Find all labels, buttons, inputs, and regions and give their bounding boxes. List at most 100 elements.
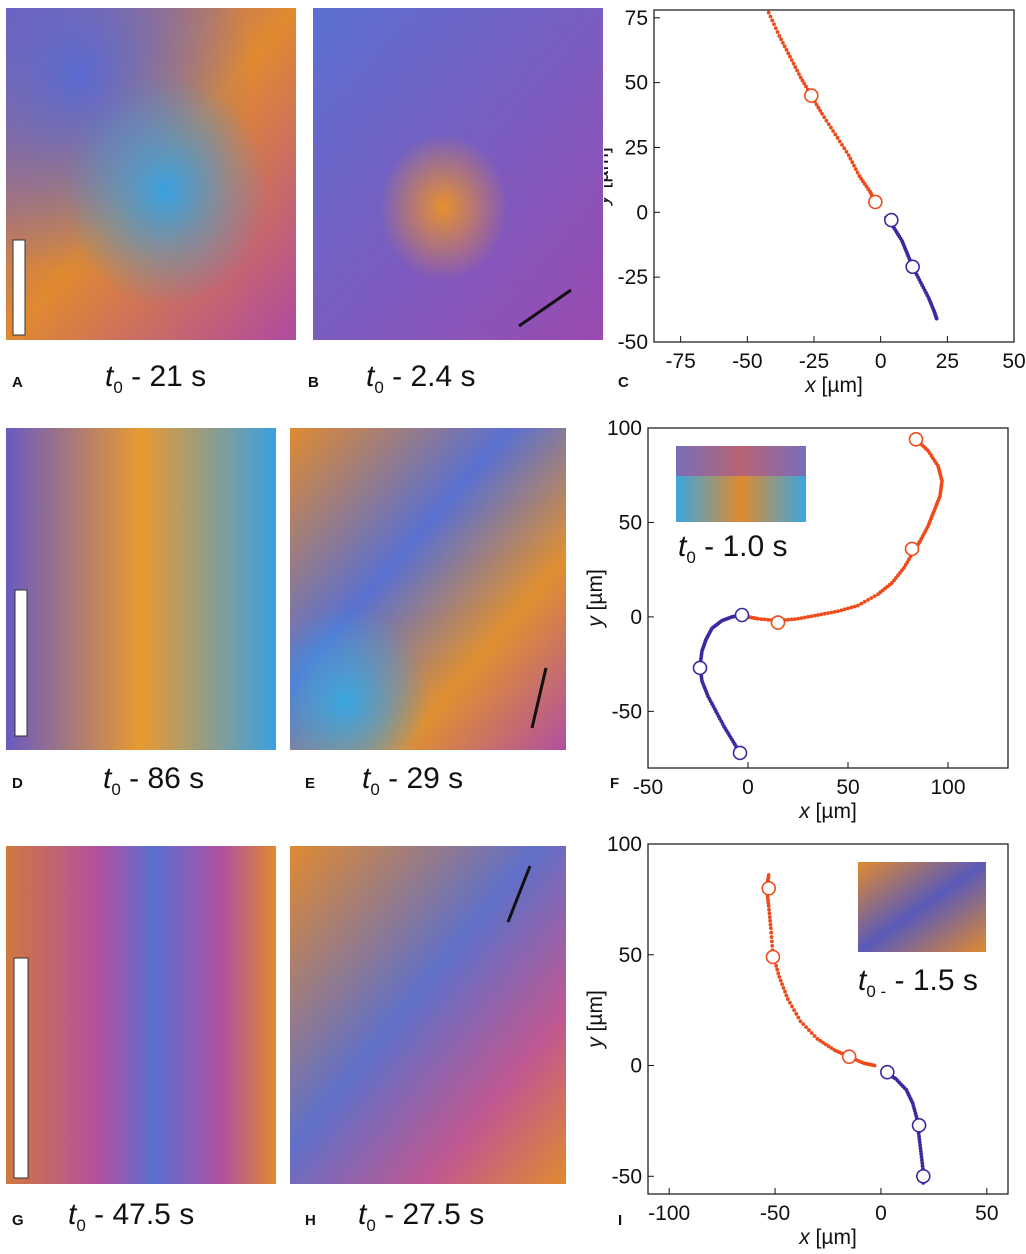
x-axis-label: x [µm] bbox=[804, 374, 863, 397]
trajectory-point-blue bbox=[918, 1149, 923, 1154]
trajectory-point-red bbox=[822, 115, 827, 120]
trajectory-point-red bbox=[829, 610, 834, 615]
inset-time-label-f: t0 - 1.0 s bbox=[678, 530, 788, 567]
trajectory-point-red bbox=[818, 1038, 823, 1043]
x-tick-label: 50 bbox=[975, 1202, 998, 1225]
trajectory-point-red bbox=[796, 616, 800, 621]
y-tick-label: 100 bbox=[607, 833, 642, 856]
trajectory-point-red bbox=[837, 139, 842, 144]
panel-letter-d: D bbox=[12, 775, 23, 792]
trajectory-point-red bbox=[835, 136, 840, 140]
trajectory-plot-f: -50 0 50 100 -50 0 50 100 x [µm] y [µm] bbox=[584, 417, 1009, 823]
snapshot-marker-red bbox=[761, 881, 777, 896]
y-tick-label: -50 bbox=[618, 331, 648, 354]
trajectory-point-red bbox=[832, 609, 837, 614]
trajectory-point-red bbox=[768, 918, 773, 923]
snapshot-marker-red bbox=[841, 1049, 857, 1064]
trajectory-point-red bbox=[767, 907, 771, 912]
trajectory-point-red bbox=[829, 1046, 834, 1051]
trajectory-point-red bbox=[789, 58, 794, 63]
trajectory-point-red bbox=[777, 975, 782, 979]
trajectory-point-red bbox=[850, 160, 855, 165]
time-label-d: t0 - 86 s bbox=[103, 762, 205, 799]
trajectory-point-red bbox=[872, 1063, 877, 1068]
trajectory-point-red bbox=[866, 597, 870, 602]
plot-frame bbox=[653, 9, 1015, 343]
snapshot-marker-red bbox=[765, 949, 781, 965]
trajectory-point-red bbox=[842, 607, 847, 612]
x-tick-label: -50 bbox=[633, 776, 663, 799]
x-tick-label: -25 bbox=[799, 350, 829, 373]
trajectory-point-red bbox=[812, 613, 817, 618]
plot-frame bbox=[647, 427, 1009, 769]
trajectory-point-red bbox=[787, 1000, 792, 1005]
trajectory-point-red bbox=[790, 1004, 794, 1009]
x-axis-label: x [µm] bbox=[798, 1226, 857, 1249]
y-tick-label: 0 bbox=[630, 1055, 642, 1078]
trajectory-point-red bbox=[848, 156, 853, 161]
trajectory-point-red bbox=[823, 1042, 828, 1047]
panel-letter-h: H bbox=[305, 1212, 316, 1229]
trajectory-point-red bbox=[776, 971, 781, 976]
trajectory-point-blue bbox=[934, 316, 939, 321]
trajectory-point-red bbox=[876, 592, 880, 597]
trajectory-point-red bbox=[824, 118, 829, 123]
y-tick-label: 50 bbox=[625, 72, 648, 95]
trajectory-point-red bbox=[762, 617, 767, 622]
trajectory-point-blue bbox=[918, 1143, 923, 1148]
trajectory-point-red bbox=[766, 617, 770, 622]
x-tick-label: 0 bbox=[875, 1202, 887, 1225]
trajectory-point-red bbox=[869, 596, 874, 600]
trajectory-point-red bbox=[781, 986, 786, 990]
trajectory-point-red bbox=[822, 611, 827, 616]
x-axis-label: x [µm] bbox=[798, 800, 857, 823]
trajectory-point-red bbox=[818, 108, 823, 113]
trajectory-point-red bbox=[791, 61, 796, 66]
time-label-g: t0 - 47.5 s bbox=[68, 1198, 195, 1235]
inset-image-f bbox=[676, 446, 806, 522]
trajectory-point-red bbox=[786, 51, 791, 56]
y-axis-label: y [µm] bbox=[604, 147, 613, 207]
trajectory-point-red bbox=[816, 105, 821, 110]
x-tick-label: -50 bbox=[732, 350, 762, 373]
snapshot-marker-blue bbox=[884, 212, 899, 228]
trajectory-point-red bbox=[785, 997, 790, 1001]
trajectory-point-red bbox=[802, 615, 807, 620]
trajectory-point-blue bbox=[917, 1134, 921, 1139]
y-tick-label: -50 bbox=[612, 1165, 642, 1188]
panel-letter-e: E bbox=[305, 775, 316, 792]
trajectory-point-red bbox=[783, 989, 787, 994]
x-tick-label: -50 bbox=[760, 1202, 790, 1225]
trajectory-point-red bbox=[784, 47, 789, 52]
trajectory-point-red bbox=[792, 617, 797, 621]
trajectory-point-red bbox=[862, 599, 867, 604]
x-tick-label: 50 bbox=[1002, 350, 1025, 373]
trajectory-point-red bbox=[809, 614, 814, 619]
trajectory-point-red bbox=[769, 930, 774, 935]
trajectory-point-red bbox=[779, 37, 784, 42]
trajectory-point-red bbox=[804, 84, 808, 89]
trajectory-point-red bbox=[780, 40, 785, 45]
trajectory-point-red bbox=[773, 26, 778, 31]
trajectory-point-red bbox=[833, 132, 838, 137]
snapshot-marker-blue bbox=[879, 1064, 895, 1080]
trajectory-point-red bbox=[759, 617, 764, 621]
trajectory-point-red bbox=[816, 613, 820, 617]
micrograph-b bbox=[313, 8, 603, 340]
trajectory-point-red bbox=[807, 1028, 811, 1032]
trajectory-point-red bbox=[786, 617, 790, 622]
trajectory-point-red bbox=[775, 967, 780, 972]
snapshot-marker-blue bbox=[911, 1118, 927, 1133]
micrograph-g bbox=[6, 846, 276, 1184]
x-tick-label: 0 bbox=[875, 350, 887, 373]
trajectory-point-red bbox=[765, 895, 770, 900]
trajectory-point-red bbox=[800, 78, 805, 83]
trajectory-point-red bbox=[768, 14, 773, 19]
trajectory-point-red bbox=[770, 943, 775, 948]
trajectory-point-red bbox=[828, 125, 833, 130]
trajectory-point-red bbox=[849, 605, 854, 610]
y-tick-label: 50 bbox=[619, 944, 642, 967]
inset-time-label-i: t0 - - 1.5 s bbox=[858, 964, 978, 1001]
x-tick-label: 50 bbox=[836, 776, 859, 799]
trajectory-point-blue bbox=[919, 1152, 924, 1157]
